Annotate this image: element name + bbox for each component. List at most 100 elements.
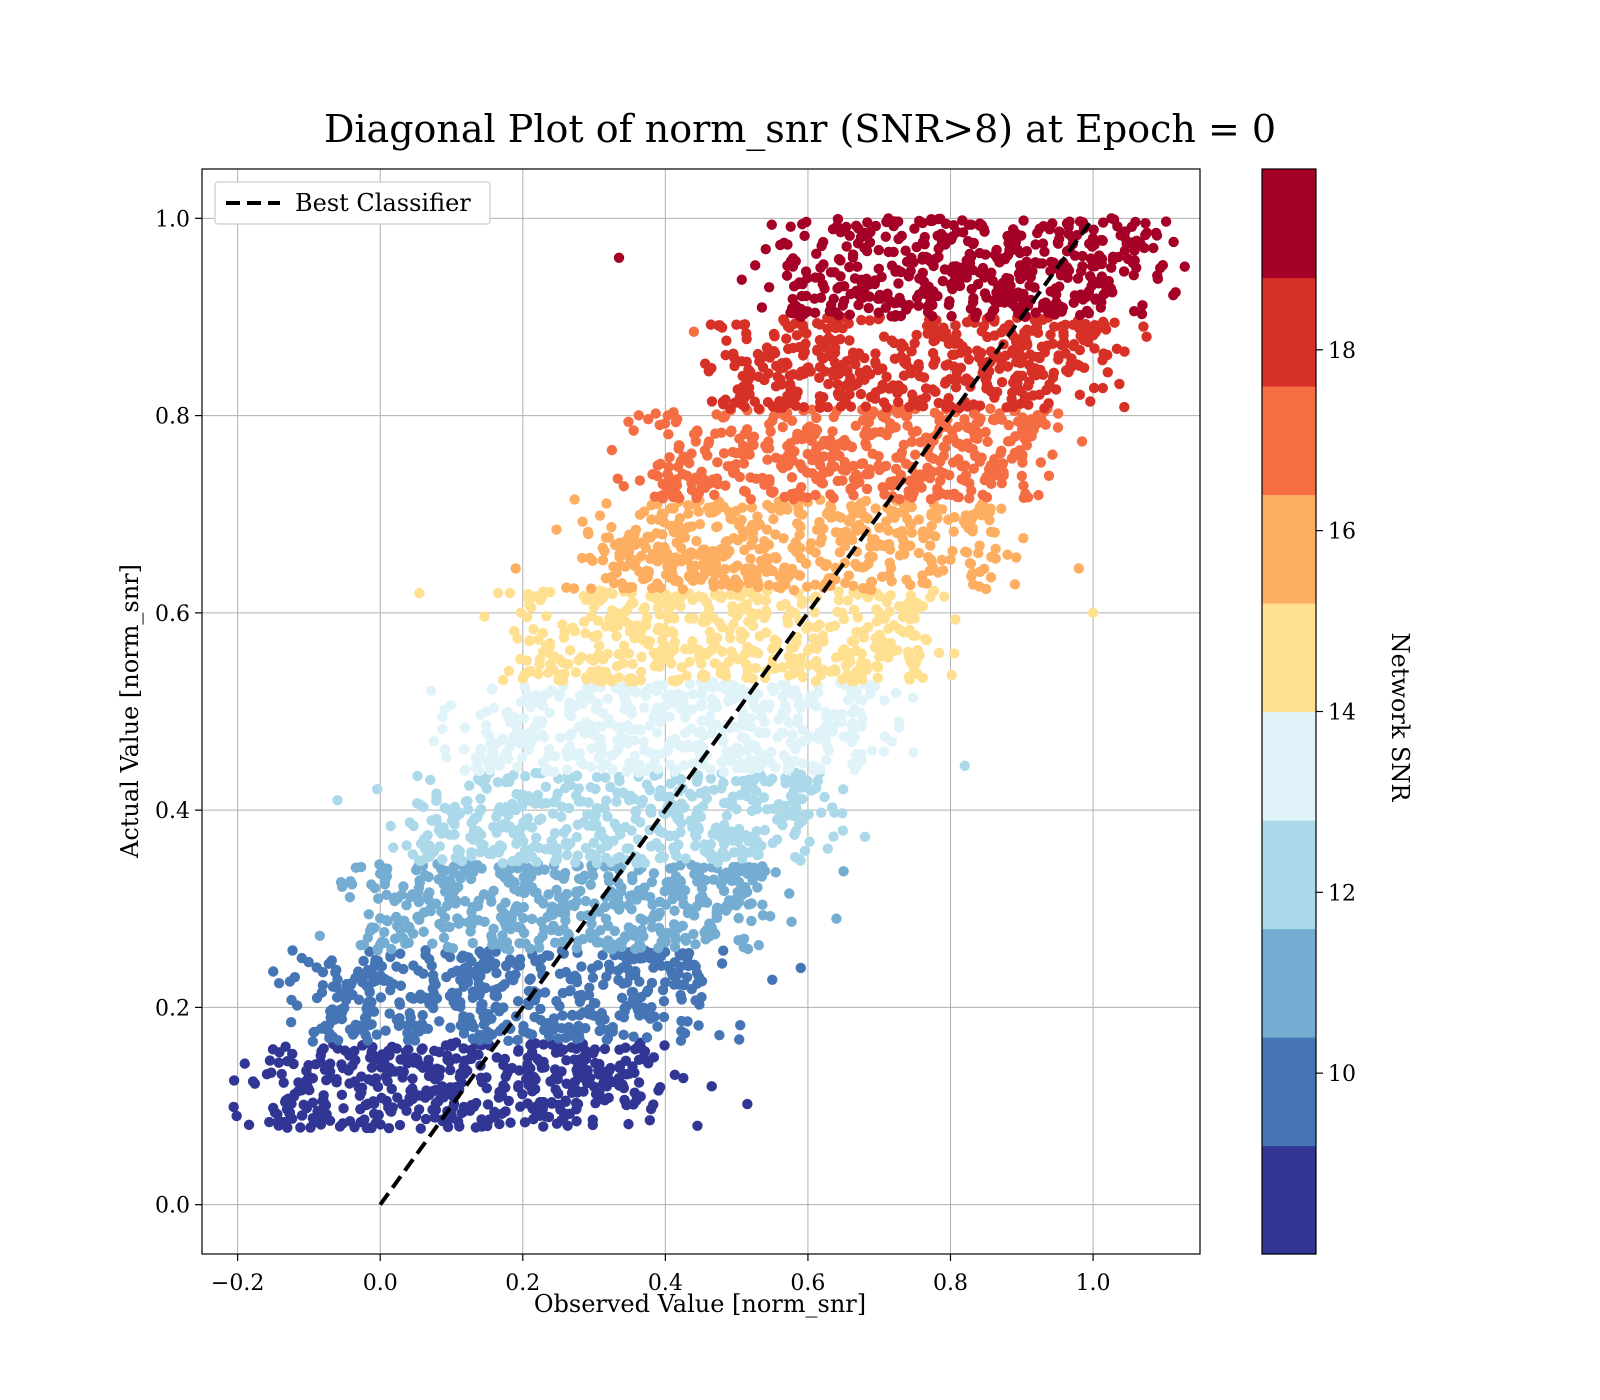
- scatter-point: [862, 217, 873, 228]
- scatter-point: [752, 511, 763, 522]
- scatter-point: [439, 802, 450, 814]
- scatter-point: [543, 889, 554, 900]
- scatter-point: [850, 359, 861, 370]
- scatter-point: [908, 257, 919, 268]
- scatter-point: [815, 262, 826, 274]
- scatter-point: [360, 1099, 371, 1111]
- scatter-point: [654, 842, 666, 853]
- colorbar-segment: [1262, 386, 1316, 496]
- scatter-point: [413, 894, 424, 906]
- scatter-point: [618, 481, 629, 492]
- scatter-point: [792, 428, 803, 440]
- scatter-point: [588, 998, 600, 1009]
- scatter-point: [1039, 246, 1050, 257]
- scatter-point: [856, 277, 868, 289]
- scatter-point: [856, 721, 867, 733]
- scatter-point: [543, 950, 555, 961]
- x-tick-label: 0.2: [505, 1271, 540, 1296]
- scatter-point: [1050, 384, 1062, 395]
- scatter-point: [777, 819, 788, 831]
- scatter-point: [745, 371, 756, 382]
- scatter-point: [681, 670, 692, 682]
- scatter-point: [727, 601, 738, 612]
- scatter-point: [576, 756, 587, 768]
- scatter-point: [731, 804, 742, 815]
- scatter-point: [608, 622, 619, 634]
- scatter-point: [638, 736, 649, 747]
- scatter-point: [964, 257, 976, 269]
- scatter-point: [671, 850, 682, 862]
- scatter-point: [698, 715, 709, 726]
- scatter-point: [686, 478, 697, 489]
- scatter-point: [680, 935, 692, 946]
- scatter-point: [778, 750, 790, 761]
- scatter-point: [602, 648, 613, 660]
- scatter-point: [491, 827, 502, 838]
- scatter-point: [1011, 552, 1022, 563]
- scatter-point: [496, 902, 507, 913]
- scatter-point: [500, 776, 512, 788]
- scatter-point: [405, 1085, 416, 1096]
- scatter-point: [663, 461, 675, 473]
- scatter-point: [763, 539, 775, 550]
- scatter-point: [512, 834, 524, 845]
- scatter-point: [720, 480, 731, 491]
- scatter-point: [623, 416, 634, 427]
- scatter-point: [698, 896, 710, 908]
- scatter-point: [587, 555, 598, 567]
- scatter-point: [481, 783, 493, 794]
- scatter-point: [541, 797, 552, 809]
- scatter-point: [561, 888, 573, 900]
- scatter-point: [804, 731, 816, 743]
- scatter-point: [794, 520, 805, 531]
- scatter-point: [302, 1082, 314, 1094]
- scatter-point: [948, 277, 959, 288]
- scatter-point: [757, 899, 768, 910]
- scatter-point: [854, 367, 866, 378]
- scatter-point: [659, 599, 670, 610]
- scatter-point: [267, 1102, 279, 1114]
- scatter-point: [711, 907, 722, 919]
- scatter-point: [694, 999, 705, 1010]
- scatter-point: [1030, 239, 1041, 250]
- scatter-point: [497, 858, 508, 869]
- scatter-point: [860, 401, 872, 412]
- scatter-point: [937, 275, 949, 287]
- scatter-point: [661, 877, 672, 888]
- scatter-point: [974, 456, 986, 467]
- scatter-point: [965, 558, 977, 569]
- scatter-point: [614, 1062, 625, 1074]
- scatter-point: [828, 492, 839, 504]
- scatter-point: [684, 572, 696, 583]
- scatter-point: [936, 554, 948, 566]
- scatter-point: [1037, 302, 1049, 313]
- scatter-point: [1016, 470, 1027, 482]
- scatter-point: [410, 1110, 422, 1122]
- scatter-point: [1053, 350, 1064, 361]
- scatter-point: [711, 473, 723, 484]
- scatter-point-outlier: [285, 1017, 297, 1028]
- scatter-point: [761, 524, 773, 535]
- scatter-point: [372, 783, 383, 795]
- scatter-point: [781, 411, 792, 423]
- scatter-point: [1058, 327, 1069, 338]
- y-tick-label: 1.0: [155, 207, 190, 232]
- scatter-point: [1039, 347, 1051, 358]
- scatter-point: [1012, 244, 1023, 256]
- scatter-point: [793, 818, 805, 830]
- scatter-point: [834, 713, 845, 725]
- scatter-point: [334, 1121, 346, 1132]
- scatter-point: [759, 775, 771, 787]
- scatter-point: [1040, 419, 1051, 430]
- scatter-point: [933, 251, 944, 263]
- scatter-point: [718, 399, 729, 410]
- scatter-point: [600, 772, 611, 783]
- scatter-point: [526, 913, 538, 925]
- scatter-point: [837, 674, 848, 685]
- scatter-point: [533, 814, 545, 826]
- scatter-point: [801, 581, 813, 593]
- scatter-point: [583, 797, 594, 808]
- scatter-point: [781, 333, 792, 344]
- colorbar-tick-label: 10: [1328, 1062, 1356, 1087]
- scatter-point: [576, 874, 588, 885]
